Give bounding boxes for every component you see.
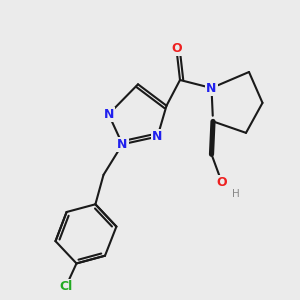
Text: O: O [217,176,227,189]
Text: N: N [152,130,163,143]
Text: N: N [103,108,114,121]
Text: N: N [206,82,217,94]
Text: O: O [171,42,182,55]
Text: Cl: Cl [59,280,73,293]
Text: H: H [232,189,239,199]
Text: N: N [117,138,128,151]
